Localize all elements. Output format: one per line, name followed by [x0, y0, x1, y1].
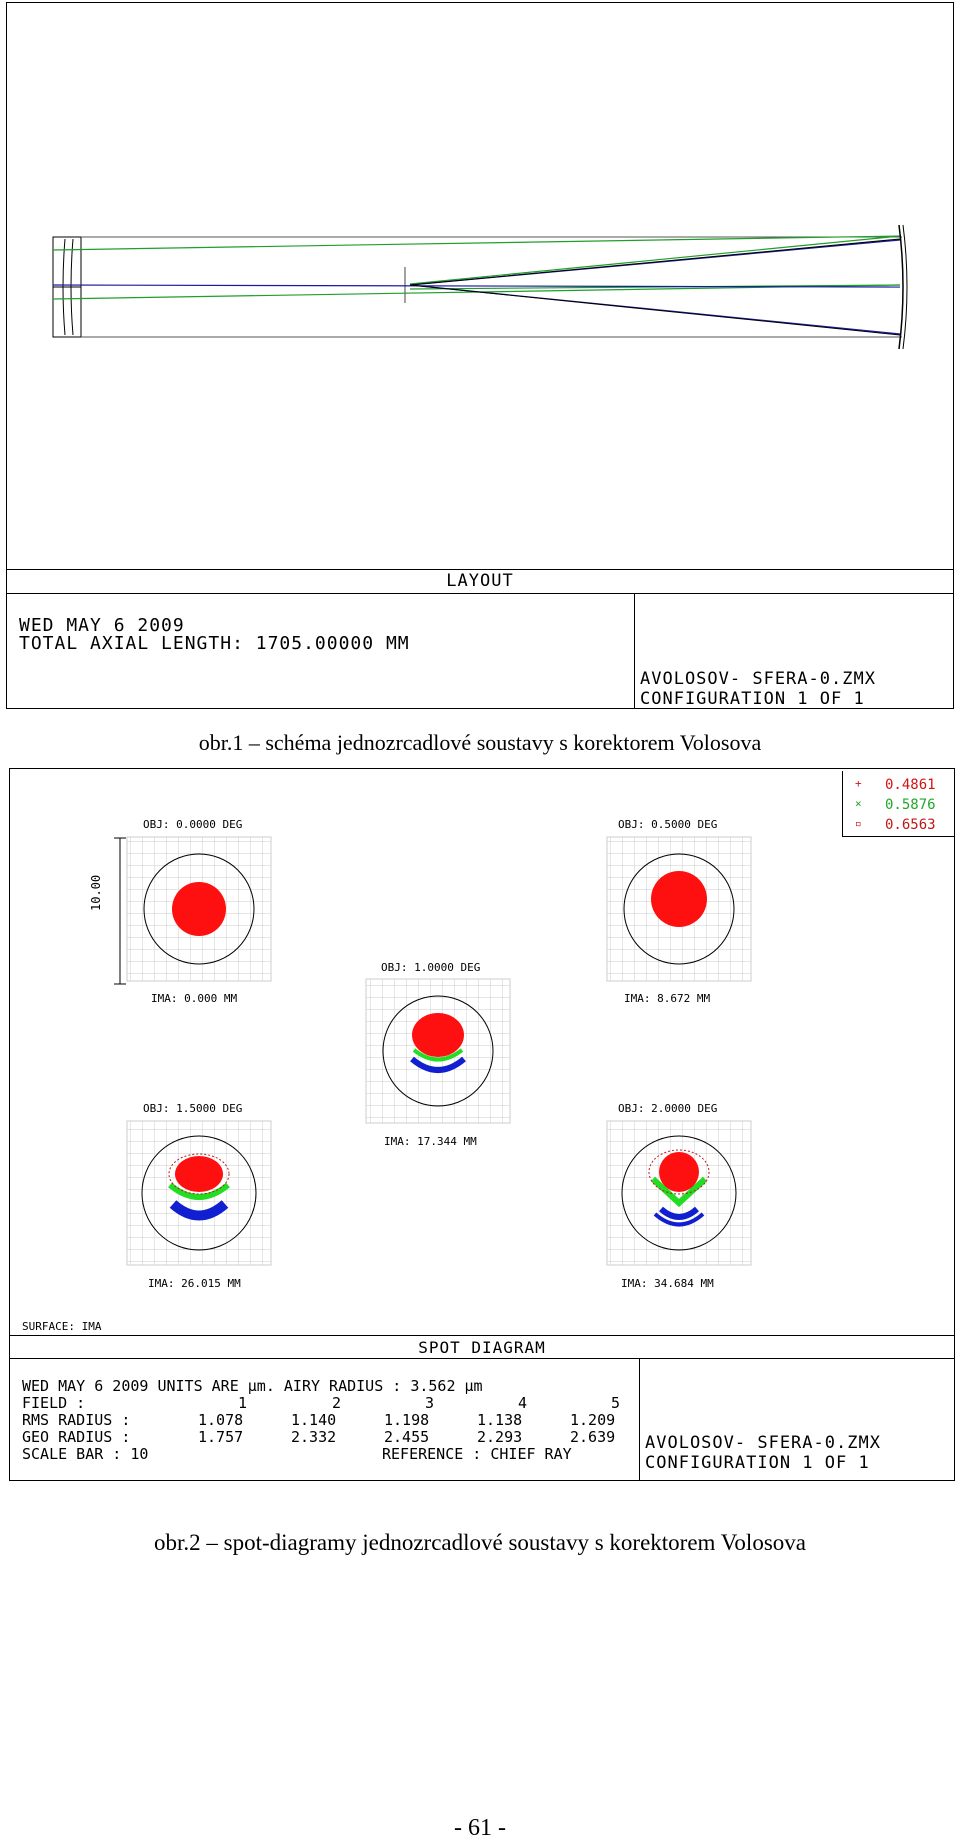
- surface-label: SURFACE: IMA: [22, 1320, 102, 1333]
- field-1-obj: OBJ: 0.0000 DEG: [143, 818, 243, 831]
- geo-row-label: GEO RADIUS :: [22, 1428, 131, 1446]
- field-5-obj: OBJ: 2.0000 DEG: [618, 1102, 718, 1115]
- legend-value-1: 0.4861: [885, 777, 936, 793]
- spot-diagram-figure: + 0.4861 × 0.5876 ▫ 0.6563: [9, 768, 955, 1481]
- spot-info-line: WED MAY 6 2009 UNITS ARE µm. AIRY RADIUS…: [22, 1377, 483, 1395]
- field-2-ima: IMA: 8.672 MM: [624, 992, 711, 1005]
- spot-field-1: [126, 836, 272, 982]
- page-number: - 61 -: [454, 1815, 506, 1841]
- figure1-caption: obr.1 – schéma jednozrcadlové soustavy s…: [198, 730, 762, 755]
- optical-layout-drawing: [52, 224, 908, 350]
- field-value-1: 1: [238, 1394, 248, 1412]
- legend-value-2: 0.5876: [885, 797, 936, 813]
- blue-ray-bundle: [52, 239, 901, 335]
- rms-value-4: 1.138: [477, 1411, 523, 1429]
- spot-configuration: CONFIGURATION 1 OF 1: [645, 1453, 870, 1473]
- reference-row: REFERENCE : CHIEF RAY: [382, 1445, 572, 1463]
- layout-configuration: CONFIGURATION 1 OF 1: [640, 689, 865, 709]
- spot-field-4: [126, 1120, 272, 1266]
- legend-symbol-1: +: [855, 777, 862, 790]
- field-1-ima: IMA: 0.000 MM: [151, 992, 238, 1005]
- spot-panel-title: SPOT DIAGRAM: [418, 1338, 546, 1357]
- field-5-ima: IMA: 34.684 MM: [621, 1277, 714, 1290]
- layout-date: WED MAY 6 2009: [19, 615, 185, 636]
- field-2-obj: OBJ: 0.5000 DEG: [618, 818, 718, 831]
- rms-value-5: 1.209: [570, 1411, 616, 1429]
- green-ray-bundle: [52, 235, 901, 300]
- field-value-3: 3: [425, 1394, 435, 1412]
- geo-value-1: 1.757: [198, 1428, 244, 1446]
- field-3-obj: OBJ: 1.0000 DEG: [381, 961, 481, 974]
- rms-value-3: 1.198: [384, 1411, 430, 1429]
- rms-value-1: 1.078: [198, 1411, 244, 1429]
- layout-panel-title: LAYOUT: [446, 571, 514, 591]
- field-value-4: 4: [518, 1394, 528, 1412]
- legend-symbol-3: ▫: [855, 817, 862, 830]
- layout-figure: LAYOUT WED MAY 6 2009 TOTAL AXIAL LENGTH…: [6, 2, 954, 709]
- field-4-obj: OBJ: 1.5000 DEG: [143, 1102, 243, 1115]
- spot-field-2: [606, 836, 752, 982]
- rms-row-label: RMS RADIUS :: [22, 1411, 131, 1429]
- field-row-label: FIELD :: [22, 1394, 86, 1412]
- spot-diagrams-drawing: [114, 836, 752, 1266]
- legend-symbol-2: ×: [855, 797, 862, 810]
- spot-field-3: [365, 978, 511, 1124]
- field-3-ima: IMA: 17.344 MM: [384, 1135, 477, 1148]
- rms-value-2: 1.140: [291, 1411, 337, 1429]
- scale-bar: [114, 837, 126, 985]
- wavelength-legend: + 0.4861 × 0.5876 ▫ 0.6563: [842, 771, 954, 837]
- field-value-2: 2: [332, 1394, 342, 1412]
- primary-mirror-icon: [898, 224, 904, 350]
- geo-value-2: 2.332: [291, 1428, 337, 1446]
- spot-file-name: AVOLOSOV- SFERA-0.ZMX: [645, 1433, 881, 1453]
- layout-file-name: AVOLOSOV- SFERA-0.ZMX: [640, 669, 876, 689]
- scale-bar-label: 10.00: [89, 874, 103, 911]
- scale-bar-row: SCALE BAR : 10: [22, 1445, 149, 1463]
- spot-field-5: [606, 1120, 752, 1266]
- geo-value-5: 2.639: [570, 1428, 616, 1446]
- legend-value-3: 0.6563: [885, 817, 936, 833]
- layout-axial-length: TOTAL AXIAL LENGTH: 1705.00000 MM: [19, 633, 410, 654]
- geo-value-3: 2.455: [384, 1428, 430, 1446]
- figure2-caption: obr.2 – spot-diagramy jednozrcadlové sou…: [154, 1530, 806, 1555]
- field-value-5: 5: [611, 1394, 621, 1412]
- geo-value-4: 2.293: [477, 1428, 523, 1446]
- field-4-ima: IMA: 26.015 MM: [148, 1277, 241, 1290]
- corrector-lens-icon: [52, 236, 82, 338]
